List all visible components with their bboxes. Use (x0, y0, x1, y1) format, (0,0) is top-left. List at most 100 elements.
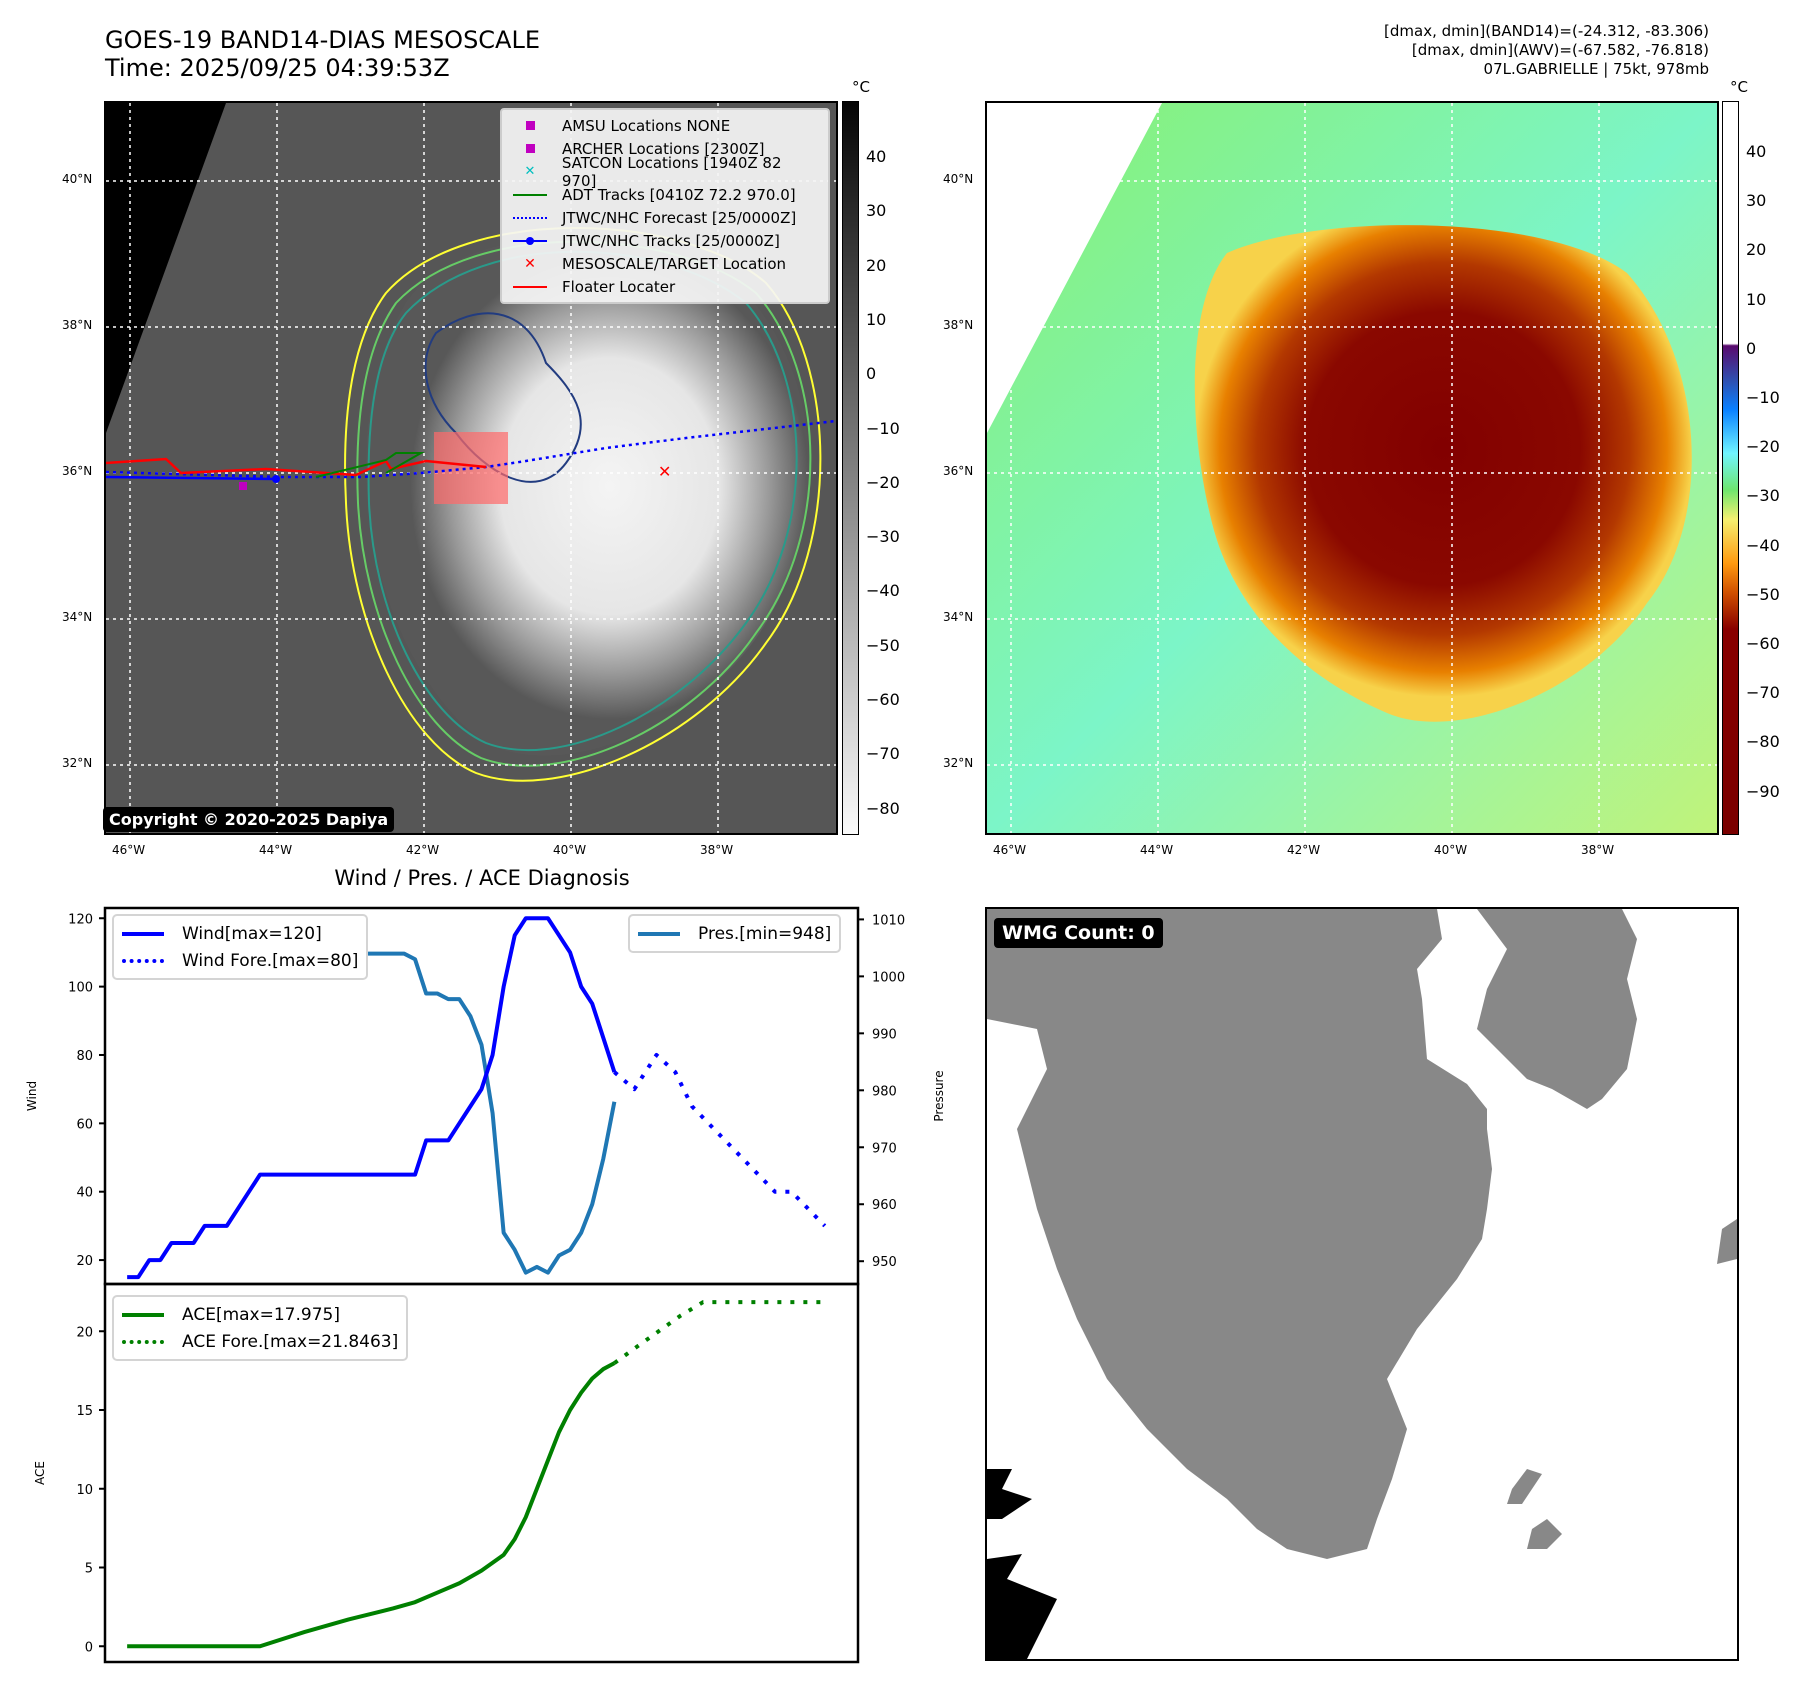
lat-label: 36°N (943, 464, 974, 478)
lat-label: 38°N (62, 318, 93, 332)
ir-colorbar-tick-label: −80 (866, 798, 900, 818)
pressure-y-tick-label: 990 (872, 1027, 897, 1042)
best-track (106, 475, 277, 481)
awv-colorbar (1722, 101, 1739, 835)
dotted-line-icon (122, 958, 164, 963)
copyright-badge: Copyright © 2020-2025 Dapiya (103, 807, 395, 832)
ace-y-tick-label: 15 (76, 1404, 93, 1419)
legend-item-adt: ADT Tracks [0410Z 72.2 970.0] (510, 183, 820, 206)
legend-item-ace-forecast: ACE Fore.[max=21.8463] (122, 1328, 398, 1355)
lon-label: 40°W (1434, 843, 1468, 857)
wmg-region (1717, 1219, 1737, 1264)
ir-colorbar-tick-label: 30 (866, 201, 887, 221)
solid-line-icon (510, 285, 550, 288)
contour-navy (424, 312, 582, 483)
awv-colorbar-tick-label: 20 (1746, 240, 1767, 260)
no-data-region (106, 103, 226, 433)
awv-colorbar-tick-label: 0 (1746, 338, 1757, 358)
awv-colorbar-tick-label: −50 (1746, 584, 1780, 604)
awv-range: [dmax, dmin](AWV)=(-67.582, -76.818) (1411, 41, 1709, 59)
wind-y-tick-label: 40 (76, 1186, 93, 1201)
ir-colorbar-tick-label: 20 (866, 255, 887, 275)
track-point (272, 475, 280, 483)
wmg-region (1527, 1519, 1562, 1549)
lon-label: 44°W (259, 843, 293, 857)
lon-label: 38°W (1581, 843, 1615, 857)
awv-colorbar-tick-label: −70 (1746, 683, 1780, 703)
ace-forecast-line (613, 1300, 825, 1365)
lat-label: 32°N (943, 756, 974, 770)
wmg-count-badge: WMG Count: 0 (994, 918, 1163, 948)
dotted-line-icon (122, 1339, 164, 1344)
wind-legend: Wind[max=120] Wind Fore.[max=80] (112, 914, 369, 980)
awv-image (987, 103, 1717, 833)
solid-line-icon (510, 193, 550, 196)
pressure-y-tick-label: 1010 (872, 913, 905, 928)
diagnosis-chart: 20 40 60 80 100 120 950 960 970 980 990 1000 1010 0 5 1… (25, 906, 946, 1664)
awv-colorbar-tick-label: −10 (1746, 388, 1780, 407)
square-marker-icon (510, 144, 550, 153)
ace-axis-label: ACE (33, 1461, 47, 1485)
legend-item-amsu: AMSU Locations NONE (510, 114, 820, 137)
pressure-y-tick-label: 1000 (872, 970, 905, 985)
lat-label: 40°N (62, 172, 93, 186)
pressure-axis-label: Pressure (932, 1070, 946, 1121)
square-marker-icon (510, 121, 550, 130)
ir-colorbar-tick-label: −40 (866, 581, 900, 601)
lon-label: 46°W (112, 843, 146, 857)
lon-label: 46°W (993, 843, 1027, 857)
pressure-y-tick-label: 980 (872, 1084, 897, 1099)
legend-item-archer: ARCHER Locations [2300Z] (510, 137, 820, 160)
wind-y-tick-label: 100 (68, 981, 93, 996)
lon-label: 42°W (406, 843, 440, 857)
ir-colorbar-tick-label: 40 (866, 147, 887, 166)
legend-item-ace: ACE[max=17.975] (122, 1301, 398, 1328)
ace-legend: ACE[max=17.975] ACE Fore.[max=21.8463] (112, 1295, 409, 1361)
lat-label: 40°N (943, 172, 974, 186)
ir-colorbar-unit: °C (852, 78, 870, 96)
floater-track (106, 457, 487, 477)
wmg-region (1507, 1469, 1542, 1504)
legend-item-wind: Wind[max=120] (122, 920, 358, 947)
ir-colorbar-tick-label: −10 (866, 418, 900, 438)
lat-label: 32°N (62, 756, 93, 770)
ir-satellite-image: ✕ (106, 103, 836, 833)
wmg-region (1477, 909, 1637, 1109)
title-line-1: GOES-19 BAND14-DIAS MESOSCALE (105, 26, 541, 54)
wind-line (127, 916, 617, 1280)
figure-title: GOES-19 BAND14-DIAS MESOSCALE Time: 2025/… (105, 26, 540, 82)
storm-info: [dmax, dmin](BAND14)=(-24.312, -83.306)[… (1384, 22, 1709, 79)
wind-y-tick-label: 60 (76, 1117, 93, 1132)
dotted-line-icon (510, 216, 550, 219)
legend-item-floater: Floater Locater (510, 275, 820, 298)
line-dot-icon (510, 236, 550, 245)
diagnosis-chart-title: Wind / Pres. / ACE Diagnosis (334, 866, 630, 890)
ir-satellite-panel: ✕ (104, 101, 838, 835)
lat-label: 36°N (62, 464, 93, 478)
ace-y-tick-label: 0 (85, 1640, 93, 1655)
legend-item-satcon: ✕ SATCON Locations [1940Z 82 970] (510, 154, 820, 190)
ir-colorbar-tick-label: −60 (866, 690, 900, 709)
wind-y-tick-label: 120 (68, 912, 93, 927)
map-gridlines (987, 103, 1717, 833)
awv-colorbar-tick-label: −30 (1746, 486, 1780, 506)
no-data-region (987, 103, 1162, 433)
ir-colorbar-tick-label: −30 (866, 527, 900, 547)
wind-y-tick-label: 20 (76, 1254, 93, 1269)
ace-y-tick-label: 10 (76, 1483, 93, 1498)
awv-colorbar-tick-label: 40 (1746, 142, 1767, 161)
pressure-y-tick-label: 960 (872, 1198, 897, 1213)
ace-y-tick-label: 5 (85, 1562, 93, 1577)
x-marker-icon: ✕ (524, 164, 536, 179)
solid-line-icon (122, 1312, 164, 1317)
ir-colorbar-tick-label: 0 (866, 364, 877, 384)
awv-colorbar-tick-label: −20 (1746, 437, 1780, 457)
masked-region (987, 1554, 1057, 1659)
lon-label: 38°W (700, 843, 734, 857)
ir-legend: AMSU Locations NONE ARCHER Locations [23… (500, 108, 830, 304)
wind-y-tick-label: 80 (76, 1049, 93, 1064)
wind-axis-label: Wind (25, 1081, 39, 1111)
awv-colorbar-unit: °C (1730, 78, 1748, 96)
legend-item-forecast: JTWC/NHC Forecast [25/0000Z] (510, 206, 820, 229)
ace-axes-frame (103, 1282, 860, 1664)
